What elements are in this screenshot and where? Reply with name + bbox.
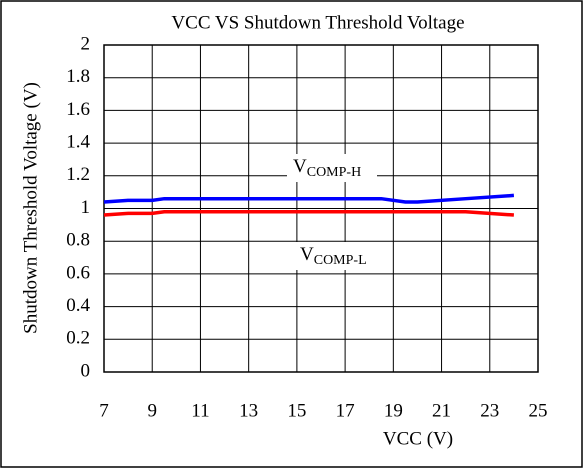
y-tick-label: 1.2 (66, 164, 90, 185)
y-tick-label: 0.8 (66, 230, 90, 251)
y-tick-label: 1 (81, 197, 91, 218)
y-tick-label: 1.8 (66, 66, 90, 87)
x-tick-label: 19 (384, 400, 403, 421)
y-tick-label: 2 (81, 33, 91, 54)
annotation: VCOMP-L (300, 244, 367, 268)
y-tick-label: 1.4 (66, 131, 90, 152)
series-line (103, 210, 515, 217)
x-tick-label: 7 (99, 400, 109, 421)
annotation-text: V (300, 244, 314, 265)
y-axis-label: Shutdown Threshold Voltage (V) (20, 82, 41, 334)
x-tick-label: 13 (239, 400, 258, 421)
y-tick-label: 0 (81, 360, 91, 381)
x-tick-label: 15 (287, 400, 306, 421)
annotation-background (287, 154, 377, 182)
annotation-background (294, 242, 384, 270)
annotation-text: V (293, 156, 307, 177)
y-tick-label: 1.6 (66, 99, 90, 120)
x-tick-label: 9 (147, 400, 157, 421)
x-tick-label: 17 (336, 400, 355, 421)
x-tick-label: 23 (480, 400, 499, 421)
y-tick-label: 0.6 (66, 262, 90, 283)
annotation: VCOMP-H (293, 156, 361, 180)
series-line (103, 193, 515, 204)
annotation-subscript: COMP-H (307, 165, 361, 180)
y-tick-label: 0.4 (66, 295, 90, 316)
x-tick-label: 11 (191, 400, 209, 421)
annotation-subscript: COMP-L (314, 253, 367, 268)
chart-title: VCC VS Shutdown Threshold Voltage (171, 12, 464, 33)
y-tick-label: 0.2 (66, 328, 90, 349)
x-tick-label: 25 (529, 400, 548, 421)
x-tick-label: 21 (432, 400, 451, 421)
x-axis-label: VCC (V) (383, 428, 453, 449)
